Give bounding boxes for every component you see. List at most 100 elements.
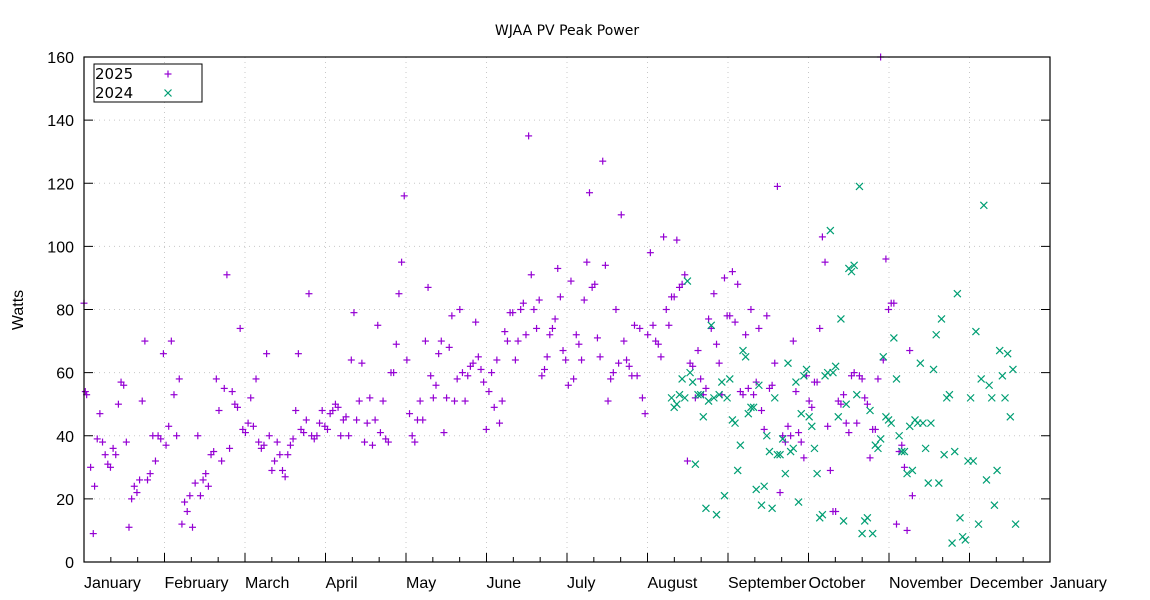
data-point-2025 (792, 388, 800, 396)
data-point-2025 (522, 331, 530, 339)
data-point-2025 (673, 236, 681, 244)
data-point-2025 (133, 489, 141, 497)
data-point-2024 (688, 378, 697, 387)
data-point-2025 (342, 413, 350, 421)
data-point-2024 (892, 375, 901, 383)
data-point-2025 (247, 394, 255, 402)
data-point-2025 (509, 309, 517, 317)
data-point-2025 (220, 384, 228, 392)
data-point-2025 (204, 482, 212, 490)
data-point-2024 (792, 378, 800, 387)
data-point-2025 (638, 394, 646, 402)
data-point-2024 (985, 381, 994, 390)
data-point-2024 (1009, 365, 1017, 374)
data-point-2025 (548, 324, 556, 332)
data-point-2025 (437, 337, 445, 345)
data-point-2025 (292, 407, 300, 414)
data-point-2025 (130, 482, 138, 490)
data-point-2024 (940, 450, 949, 459)
data-point-2024 (752, 485, 761, 494)
data-point-2025 (697, 375, 705, 383)
data-point-2024 (805, 412, 814, 421)
data-point-2024 (818, 510, 827, 519)
y-axis-label: Watts (10, 290, 27, 330)
data-point-2024 (897, 447, 906, 456)
data-point-2025 (482, 425, 490, 433)
data-point-2025 (178, 520, 186, 528)
data-point-2025 (361, 438, 369, 446)
data-point-2025 (620, 337, 628, 345)
data-point-2025 (183, 508, 191, 515)
data-point-2025 (551, 315, 559, 323)
data-point-2025 (347, 356, 355, 364)
data-point-2025 (472, 318, 480, 326)
data-point-2024 (945, 390, 954, 399)
data-point-2025 (694, 347, 702, 355)
data-point-2024 (723, 393, 732, 402)
data-point-2024 (691, 460, 700, 469)
data-point-2024 (678, 375, 687, 383)
data-point-2025 (411, 438, 419, 446)
data-point-2025 (99, 438, 107, 446)
data-point-2024 (889, 333, 898, 342)
data-point-2024 (876, 434, 885, 443)
x-tick-label: July (567, 575, 595, 592)
data-point-2024 (731, 419, 739, 428)
legend-marker-2024 (164, 89, 172, 97)
data-point-2024 (765, 447, 774, 456)
data-point-2024 (770, 393, 779, 402)
data-point-2025 (236, 324, 244, 332)
data-point-2024 (739, 346, 747, 355)
data-point-2025 (162, 441, 170, 449)
data-point-2025 (885, 306, 893, 313)
data-point-2025 (353, 416, 361, 424)
data-point-2025 (448, 312, 456, 320)
x-tick-label: February (165, 575, 229, 592)
data-point-2024 (736, 441, 745, 450)
data-point-2025 (585, 189, 593, 197)
data-point-2025 (210, 448, 218, 456)
data-point-2025 (503, 337, 511, 345)
data-point-2025 (379, 397, 387, 405)
data-point-2024 (926, 419, 935, 428)
data-point-2025 (366, 394, 374, 402)
data-point-2025 (654, 340, 662, 348)
data-point-2025 (580, 296, 588, 304)
data-point-2024 (807, 422, 816, 431)
data-point-2025 (305, 290, 313, 298)
data-point-2024 (672, 400, 681, 409)
data-point-2025 (363, 419, 371, 427)
data-point-2025 (514, 337, 522, 345)
data-point-2025 (323, 425, 331, 433)
data-point-2025 (543, 353, 551, 361)
data-point-2025 (747, 306, 755, 313)
data-point-2025 (281, 473, 289, 481)
data-point-2025 (789, 337, 797, 345)
data-point-2025 (81, 388, 89, 396)
data-point-2025 (903, 526, 911, 534)
data-point-2025 (165, 422, 173, 430)
data-point-2025 (215, 407, 223, 414)
x-tick-label: January (1050, 575, 1107, 592)
data-point-2025 (683, 457, 691, 465)
data-point-2025 (501, 328, 509, 336)
data-point-2024 (990, 501, 999, 510)
data-point-2024 (987, 393, 996, 402)
data-point-2025 (559, 347, 567, 355)
data-point-2025 (265, 432, 273, 440)
data-point-2025 (458, 369, 466, 377)
data-point-2025 (443, 394, 451, 402)
data-point-2025 (128, 495, 136, 503)
data-point-2024 (863, 513, 872, 522)
data-point-2024 (696, 390, 705, 399)
data-point-2025 (461, 397, 469, 405)
data-point-2025 (138, 397, 146, 405)
data-point-2025 (122, 438, 130, 446)
data-point-2025 (488, 369, 496, 377)
data-point-2024 (680, 393, 689, 402)
data-point-2025 (485, 388, 493, 396)
data-point-2025 (861, 394, 869, 402)
data-point-2025 (318, 407, 326, 414)
data-point-2025 (226, 444, 234, 452)
data-point-2024 (929, 365, 938, 374)
